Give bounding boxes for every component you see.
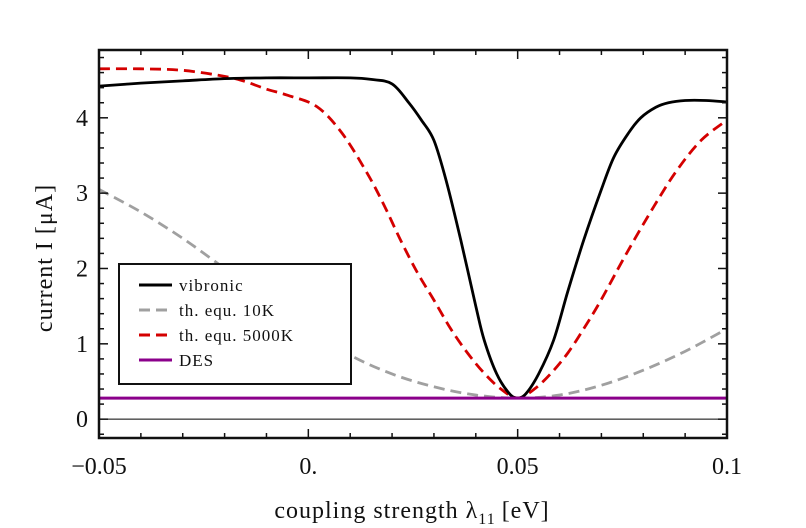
y-tick-label: 1: [76, 332, 88, 358]
y-tick-label: 3: [76, 181, 88, 207]
legend-label: DES: [179, 351, 214, 370]
axes: [97, 48, 729, 440]
series-line-th-equ-5000k: [99, 67, 727, 400]
x-tick-label: −0.05: [71, 454, 127, 480]
legend-label: th. equ. 10K: [179, 301, 275, 320]
y-tick-label: 2: [76, 256, 88, 282]
x-tick-label: 0.1: [712, 454, 742, 480]
x-axis-title-unit: [eV]: [502, 498, 550, 524]
x-axis-title-main: coupling strength λ: [274, 498, 478, 524]
tick-marks: [98, 50, 728, 438]
legend: vibronic th. equ. 10K th. equ. 5000K DES: [118, 263, 352, 385]
legend-label: th. equ. 5000K: [179, 326, 294, 345]
tick-labels: −0.05 0. 0.05 0.1 0 1 2 3 4: [71, 106, 742, 480]
y-axis-title: current I [μA]: [32, 184, 58, 332]
legend-label: vibronic: [179, 276, 244, 295]
plot-series: [99, 67, 727, 420]
y-tick-label: 0: [76, 407, 88, 433]
x-tick-label: 0.: [299, 454, 317, 480]
series-line-vibronic: [99, 76, 727, 400]
x-axis-title-subscript: 11: [478, 511, 495, 528]
plot-frame: [97, 48, 729, 440]
x-tick-label: 0.05: [497, 454, 539, 480]
x-axis-title: coupling strength λ11 [eV]: [274, 498, 549, 528]
y-tick-label: 4: [76, 106, 88, 132]
series-line-th-equ-10k: [99, 188, 727, 400]
